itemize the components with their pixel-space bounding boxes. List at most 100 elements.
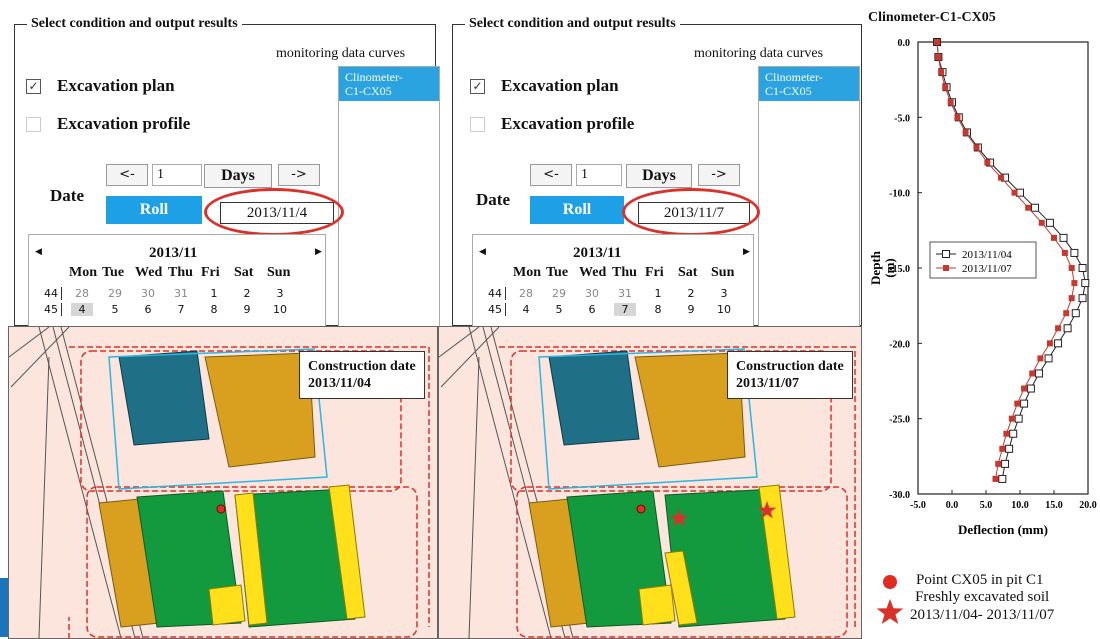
series-point — [1011, 189, 1018, 196]
excavation-plan-checkbox[interactable]: ✓ Excavation plan — [470, 76, 619, 96]
days-button[interactable]: Days — [626, 164, 692, 188]
orange-block-north — [634, 352, 746, 468]
excavation-profile-checkbox[interactable]: Excavation profile — [470, 114, 634, 134]
calendar-week-number: 44 — [485, 287, 506, 300]
calendar-day[interactable]: 10 — [717, 303, 731, 316]
date-highlight-ellipse — [204, 188, 344, 236]
calendar-day[interactable]: 31 — [174, 287, 188, 300]
calendar-prev-icon[interactable]: ◀ — [479, 247, 486, 257]
y-tick-label: -20.0 — [889, 339, 910, 350]
calendar-day[interactable]: 3 — [720, 287, 728, 300]
calendar-day[interactable]: 6 — [144, 303, 152, 316]
calendar-day[interactable]: 9 — [687, 303, 695, 316]
calendar-day[interactable]: 7 — [177, 303, 185, 316]
calendar[interactable]: ◀ 2013/11 ▶ Mon Tue Wed Thu Fri Sat Sun 44 28 29 3… — [28, 234, 326, 332]
calendar-day[interactable]: 29 — [108, 287, 122, 300]
series-point — [997, 174, 1004, 181]
checkbox-unchecked-icon[interactable] — [470, 116, 485, 132]
calendar-day[interactable]: 2 — [687, 287, 695, 300]
monitoring-list[interactable]: Clinometer- C1-CX05 — [758, 66, 860, 330]
days-button[interactable]: Days — [204, 164, 272, 188]
roll-button[interactable]: Roll — [530, 196, 624, 224]
prev-day-button[interactable]: <- — [530, 164, 572, 186]
series-point — [938, 69, 945, 76]
site-plan-svg — [9, 327, 430, 638]
calendar-day[interactable]: 4 — [522, 303, 530, 316]
x-tick-label: 10.0 — [1011, 500, 1029, 511]
x-tick-label: 15.0 — [1045, 500, 1063, 511]
x-tick-label: 0.0 — [946, 500, 959, 511]
prev-day-button[interactable]: <- — [106, 164, 148, 186]
calendar-weekday: Wed — [135, 265, 163, 280]
next-day-button[interactable]: -> — [278, 164, 320, 186]
blue-edge-strip — [0, 578, 8, 637]
calendar-weekday: Fri — [201, 265, 220, 280]
calendar-day[interactable]: 5 — [111, 303, 119, 316]
date-highlight-ellipse — [622, 188, 760, 236]
calendar-weekday: Sun — [711, 265, 735, 280]
calendar-day[interactable]: 28 — [519, 287, 533, 300]
legend-point: Point CX05 in pit C1 — [880, 572, 1044, 592]
calendar-month: 2013/11 — [149, 245, 198, 261]
calendar-next-icon[interactable]: ▶ — [743, 247, 750, 257]
series-point — [1078, 264, 1087, 272]
calendar-day[interactable]: 7 — [614, 303, 636, 316]
calendar-day[interactable]: 1 — [210, 287, 218, 300]
calendar-day[interactable]: 31 — [618, 287, 632, 300]
red-dot-icon — [883, 575, 897, 589]
calendar-day[interactable]: 8 — [654, 303, 662, 316]
calendar[interactable]: ◀ 2013/11 ▶ Mon Tue Wed Thu Fri Sat Sun 44 28 29 3… — [472, 234, 754, 332]
monitoring-label: monitoring data curves — [276, 46, 406, 61]
excavation-profile-checkbox[interactable]: Excavation profile — [26, 114, 190, 134]
series-point — [1009, 429, 1018, 438]
calendar-weekday: Sat — [678, 265, 698, 280]
series-point — [1063, 310, 1070, 317]
series-point — [999, 445, 1006, 452]
construction-label: Construction date — [308, 359, 416, 374]
calendar-weekday: Tue — [102, 265, 125, 280]
series-point — [1037, 355, 1044, 362]
calendar-day[interactable]: 2 — [243, 287, 251, 300]
cyan-outline-north — [108, 348, 328, 490]
series-point — [934, 39, 941, 45]
next-day-button[interactable]: -> — [698, 164, 740, 186]
calendar-day[interactable]: 30 — [585, 287, 599, 300]
checkbox-unchecked-icon[interactable] — [26, 116, 41, 132]
calendar-weekday: Wed — [579, 265, 607, 280]
series-point — [1014, 414, 1023, 423]
excavation-plan-checkbox[interactable]: ✓ Excavation plan — [26, 76, 175, 96]
calendar-day[interactable]: 30 — [141, 287, 155, 300]
calendar-day[interactable]: 6 — [588, 303, 596, 316]
checkbox-checked-icon[interactable]: ✓ — [26, 78, 41, 94]
calendar-day[interactable]: 28 — [75, 287, 89, 300]
step-input[interactable]: 1 — [576, 164, 622, 186]
series-point — [1061, 249, 1068, 256]
step-input[interactable]: 1 — [152, 164, 202, 186]
calendar-prev-icon[interactable]: ◀ — [35, 247, 42, 257]
series-point — [1068, 265, 1075, 271]
construction-label: Construction date — [736, 359, 844, 374]
calendar-day[interactable]: 4 — [71, 303, 93, 316]
checkbox-checked-icon[interactable]: ✓ — [470, 78, 485, 94]
y-tick-label: -25.0 — [889, 415, 910, 426]
excavation-profile-label: Excavation profile — [501, 114, 635, 133]
calendar-day[interactable]: 5 — [555, 303, 563, 316]
calendar-day[interactable]: 8 — [210, 303, 218, 316]
calendar-day[interactable]: 10 — [273, 303, 287, 316]
calendar-weekday: Thu — [612, 265, 637, 280]
orange-block-north — [204, 352, 316, 468]
monitoring-list[interactable]: Clinometer- C1-CX05 — [338, 66, 440, 330]
control-panel-left: Select condition and output results moni… — [8, 8, 440, 332]
calendar-day[interactable]: 1 — [654, 287, 662, 300]
list-item-clinometer[interactable]: Clinometer- C1-CX05 — [759, 67, 859, 101]
calendar-week-number: 45 — [485, 303, 506, 316]
construction-date: 2013/11/07 — [736, 376, 800, 391]
series-point — [947, 99, 954, 106]
calendar-day[interactable]: 9 — [243, 303, 251, 316]
y-tick-label: -10.0 — [889, 189, 910, 200]
roll-button[interactable]: Roll — [106, 196, 202, 224]
calendar-day[interactable]: 3 — [276, 287, 284, 300]
list-item-clinometer[interactable]: Clinometer- C1-CX05 — [339, 67, 439, 101]
calendar-next-icon[interactable]: ▶ — [315, 247, 322, 257]
calendar-day[interactable]: 29 — [552, 287, 566, 300]
